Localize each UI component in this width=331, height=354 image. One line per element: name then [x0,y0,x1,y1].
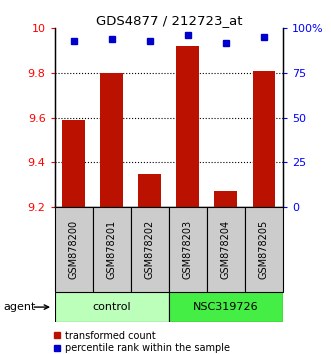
Bar [131,207,169,292]
Bar [214,192,237,207]
Bar [176,46,199,207]
Bar [100,73,123,207]
Text: GSM878200: GSM878200 [69,220,79,279]
Bar [62,120,85,207]
Text: GSM878205: GSM878205 [259,220,269,279]
Title: GDS4877 / 212723_at: GDS4877 / 212723_at [96,14,242,27]
Text: GSM878204: GSM878204 [221,220,231,279]
Bar [245,207,283,292]
Bar [169,292,283,322]
Bar [55,207,93,292]
Text: agent: agent [3,302,36,312]
Bar [207,207,245,292]
Text: GSM878203: GSM878203 [183,220,193,279]
Legend: transformed count, percentile rank within the sample: transformed count, percentile rank withi… [53,331,229,353]
Bar [93,207,131,292]
Text: GSM878202: GSM878202 [145,220,155,279]
Bar [169,207,207,292]
Bar [138,173,161,207]
Text: NSC319726: NSC319726 [193,302,259,312]
Text: control: control [92,302,131,312]
Bar [253,71,275,207]
Bar [55,292,169,322]
Text: GSM878201: GSM878201 [107,220,117,279]
